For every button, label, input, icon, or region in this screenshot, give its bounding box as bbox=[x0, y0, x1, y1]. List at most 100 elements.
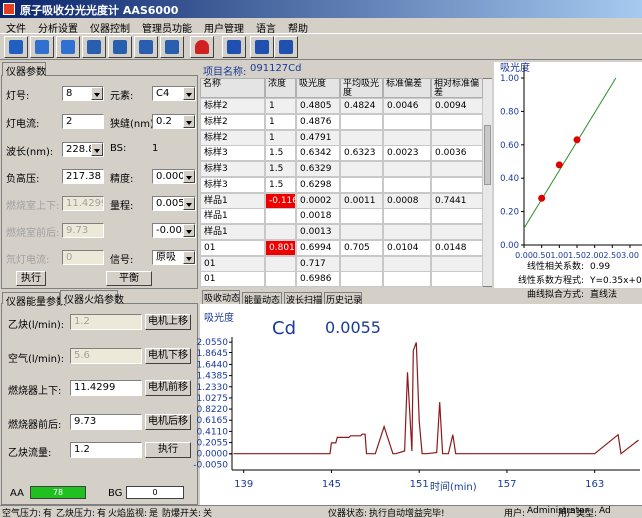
tab[interactable]: 历史记录 bbox=[324, 292, 362, 306]
menu-item[interactable]: 仪器控制 bbox=[90, 24, 130, 35]
button[interactable]: 执行 bbox=[16, 271, 46, 286]
table-cell: 0.4805 bbox=[296, 98, 340, 114]
text-input[interactable]: 9.73 bbox=[70, 414, 142, 430]
menu-item[interactable]: 帮助 bbox=[288, 24, 308, 35]
field-label: 灯号: bbox=[6, 91, 30, 102]
table-cell bbox=[383, 271, 431, 288]
arrow-glyph bbox=[94, 92, 100, 97]
table-cell: 0.0148 bbox=[431, 239, 483, 256]
toolbar-icon bbox=[139, 40, 153, 54]
text-input: 1.2 bbox=[70, 314, 142, 330]
button[interactable]: 电机后移 bbox=[145, 414, 191, 430]
text-input[interactable]: 2 bbox=[62, 114, 104, 129]
button[interactable]: 电机前移 bbox=[145, 380, 191, 396]
table-cell bbox=[340, 113, 383, 130]
tab[interactable]: 波长扫描 bbox=[284, 292, 322, 306]
toolbar-button[interactable] bbox=[160, 36, 184, 58]
field-label: 信号: bbox=[110, 255, 134, 266]
project-name: 091127Cd bbox=[250, 63, 302, 74]
menu-item[interactable]: 文件 bbox=[6, 24, 26, 35]
input-value: 0 bbox=[66, 252, 73, 263]
dropdown-arrow[interactable] bbox=[183, 251, 195, 264]
dropdown[interactable]: 0.0050 bbox=[152, 196, 196, 211]
input-value: C4 bbox=[156, 88, 170, 99]
input-value: 9.73 bbox=[66, 225, 89, 236]
toolbar-button[interactable] bbox=[4, 36, 28, 58]
toolbar-icon bbox=[255, 40, 269, 54]
field-label: 负高压: bbox=[6, 174, 40, 185]
dropdown-arrow[interactable] bbox=[183, 87, 195, 100]
menu-item[interactable]: 分析设置 bbox=[38, 24, 78, 35]
text-input[interactable]: 1.2 bbox=[70, 442, 142, 458]
text-input[interactable]: 11.4299 bbox=[70, 380, 142, 396]
input-value: 228.8 bbox=[66, 144, 95, 155]
y-axis-title: 吸光度 bbox=[204, 311, 234, 324]
input-value: 原吸 bbox=[156, 252, 176, 263]
tab[interactable]: 仪器参数 bbox=[2, 62, 46, 78]
field-label: 灯电流: bbox=[6, 119, 40, 130]
menu-item[interactable]: 语言 bbox=[256, 24, 276, 35]
meter: 0 bbox=[126, 486, 184, 499]
toolbar-button[interactable] bbox=[56, 36, 80, 58]
chart-bg bbox=[494, 62, 642, 288]
table-cell bbox=[340, 129, 383, 146]
table-cell: 0.6994 bbox=[296, 239, 340, 256]
menu-item[interactable]: 用户管理 bbox=[204, 24, 244, 35]
dropdown[interactable]: 0.2 bbox=[152, 114, 196, 129]
toolbar-button[interactable] bbox=[190, 36, 214, 58]
toolbar-button[interactable] bbox=[30, 36, 54, 58]
dropdown[interactable]: 0.0000 bbox=[152, 169, 196, 184]
x-tick-label: 157 bbox=[497, 479, 516, 490]
button[interactable]: 平衡 bbox=[106, 271, 152, 286]
status-value: 有 bbox=[43, 509, 53, 518]
y-tick-label: 1.6440 bbox=[197, 360, 229, 370]
field-label: 燃烧室前后: bbox=[6, 228, 60, 239]
input-value: 217.38 bbox=[66, 171, 101, 182]
menu-item[interactable]: 管理员功能 bbox=[142, 24, 192, 35]
table-cell: 样品1 bbox=[200, 208, 265, 225]
dropdown[interactable]: 228.8 bbox=[62, 142, 104, 157]
dropdown[interactable]: -0.0050 bbox=[152, 223, 196, 238]
button[interactable]: 电机上移 bbox=[145, 314, 191, 330]
toolbar-button[interactable] bbox=[274, 36, 298, 58]
y-tick-label: 0.0000 bbox=[197, 450, 229, 460]
scroll-thumb[interactable] bbox=[484, 125, 491, 185]
tab[interactable]: 仪器火焰参数 bbox=[60, 290, 124, 306]
dropdown-arrow[interactable] bbox=[91, 87, 103, 100]
toolbar-button[interactable] bbox=[82, 36, 106, 58]
tab[interactable]: 能量动态 bbox=[242, 292, 282, 306]
toolbar-button[interactable] bbox=[222, 36, 246, 58]
x-axis-title: 时间(min) bbox=[430, 480, 477, 493]
fit-info-label: 线性相关系数: bbox=[527, 260, 584, 272]
dropdown[interactable]: C4 bbox=[152, 86, 196, 101]
dropdown-arrow[interactable] bbox=[183, 197, 195, 210]
tab[interactable]: 仪器能量参数 bbox=[2, 292, 66, 308]
toolbar-button[interactable] bbox=[108, 36, 132, 58]
toolbar bbox=[0, 33, 642, 60]
x-tick-label: 0.50 bbox=[533, 251, 551, 260]
y-tick-label: 0.80 bbox=[500, 107, 519, 117]
dropdown-arrow[interactable] bbox=[91, 143, 103, 156]
button[interactable]: 电机下移 bbox=[145, 348, 191, 364]
input-value: 1.2 bbox=[74, 316, 90, 327]
table-cell: 样品1 bbox=[200, 192, 265, 209]
tab[interactable]: 吸收动态 bbox=[202, 290, 240, 304]
table-cell: 0.7441 bbox=[431, 192, 483, 209]
status-value: 执行自动增益完毕! bbox=[369, 509, 445, 518]
dropdown-arrow[interactable] bbox=[183, 170, 195, 183]
text-input[interactable]: 217.38 bbox=[62, 169, 104, 184]
dropdown[interactable]: 8 bbox=[62, 86, 104, 101]
toolbar-button[interactable] bbox=[250, 36, 274, 58]
input-value: 11.4299 bbox=[66, 198, 104, 209]
toolbar-icon bbox=[227, 40, 241, 54]
dropdown[interactable]: 原吸 bbox=[152, 250, 196, 265]
text-input: 5.6 bbox=[70, 348, 142, 364]
toolbar-button[interactable] bbox=[134, 36, 158, 58]
input-value: 0.0050 bbox=[156, 198, 191, 209]
dropdown-arrow[interactable] bbox=[183, 115, 195, 128]
button[interactable]: 执行 bbox=[145, 442, 191, 458]
table-cell: 1 bbox=[265, 113, 296, 130]
dropdown-arrow[interactable] bbox=[183, 224, 195, 237]
status-label: 用户类型: bbox=[558, 509, 598, 518]
text-input: 9.73 bbox=[62, 223, 104, 238]
